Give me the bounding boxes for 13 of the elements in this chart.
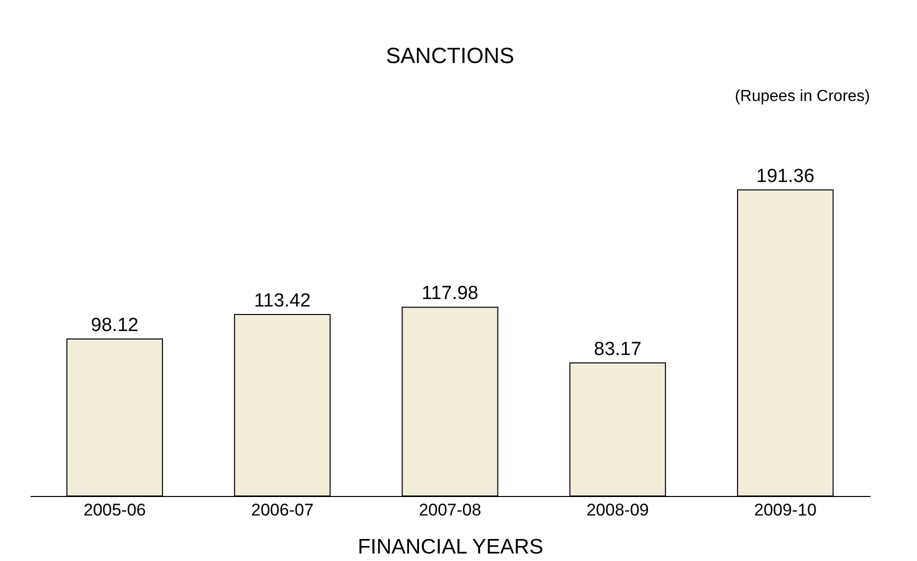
- x-tick-label: 2009-10: [754, 500, 817, 520]
- data-label: 98.12: [90, 315, 138, 336]
- data-label: 113.42: [254, 290, 311, 312]
- x-axis-title: FINANCIAL YEARS: [358, 536, 544, 558]
- data-label: 191.36: [756, 166, 814, 187]
- x-tick-label: 2008-09: [586, 500, 649, 520]
- x-tick-label: 2007-08: [418, 500, 482, 520]
- chart-title: SANCTIONS: [386, 43, 514, 68]
- data-label: 83.17: [594, 338, 642, 360]
- text: (Rupees in Crores): [734, 88, 870, 105]
- x-tick-label: 2005-06: [83, 500, 146, 520]
- data-label: 117.98: [422, 283, 478, 304]
- x-tick-label: 2006-07: [251, 500, 314, 520]
